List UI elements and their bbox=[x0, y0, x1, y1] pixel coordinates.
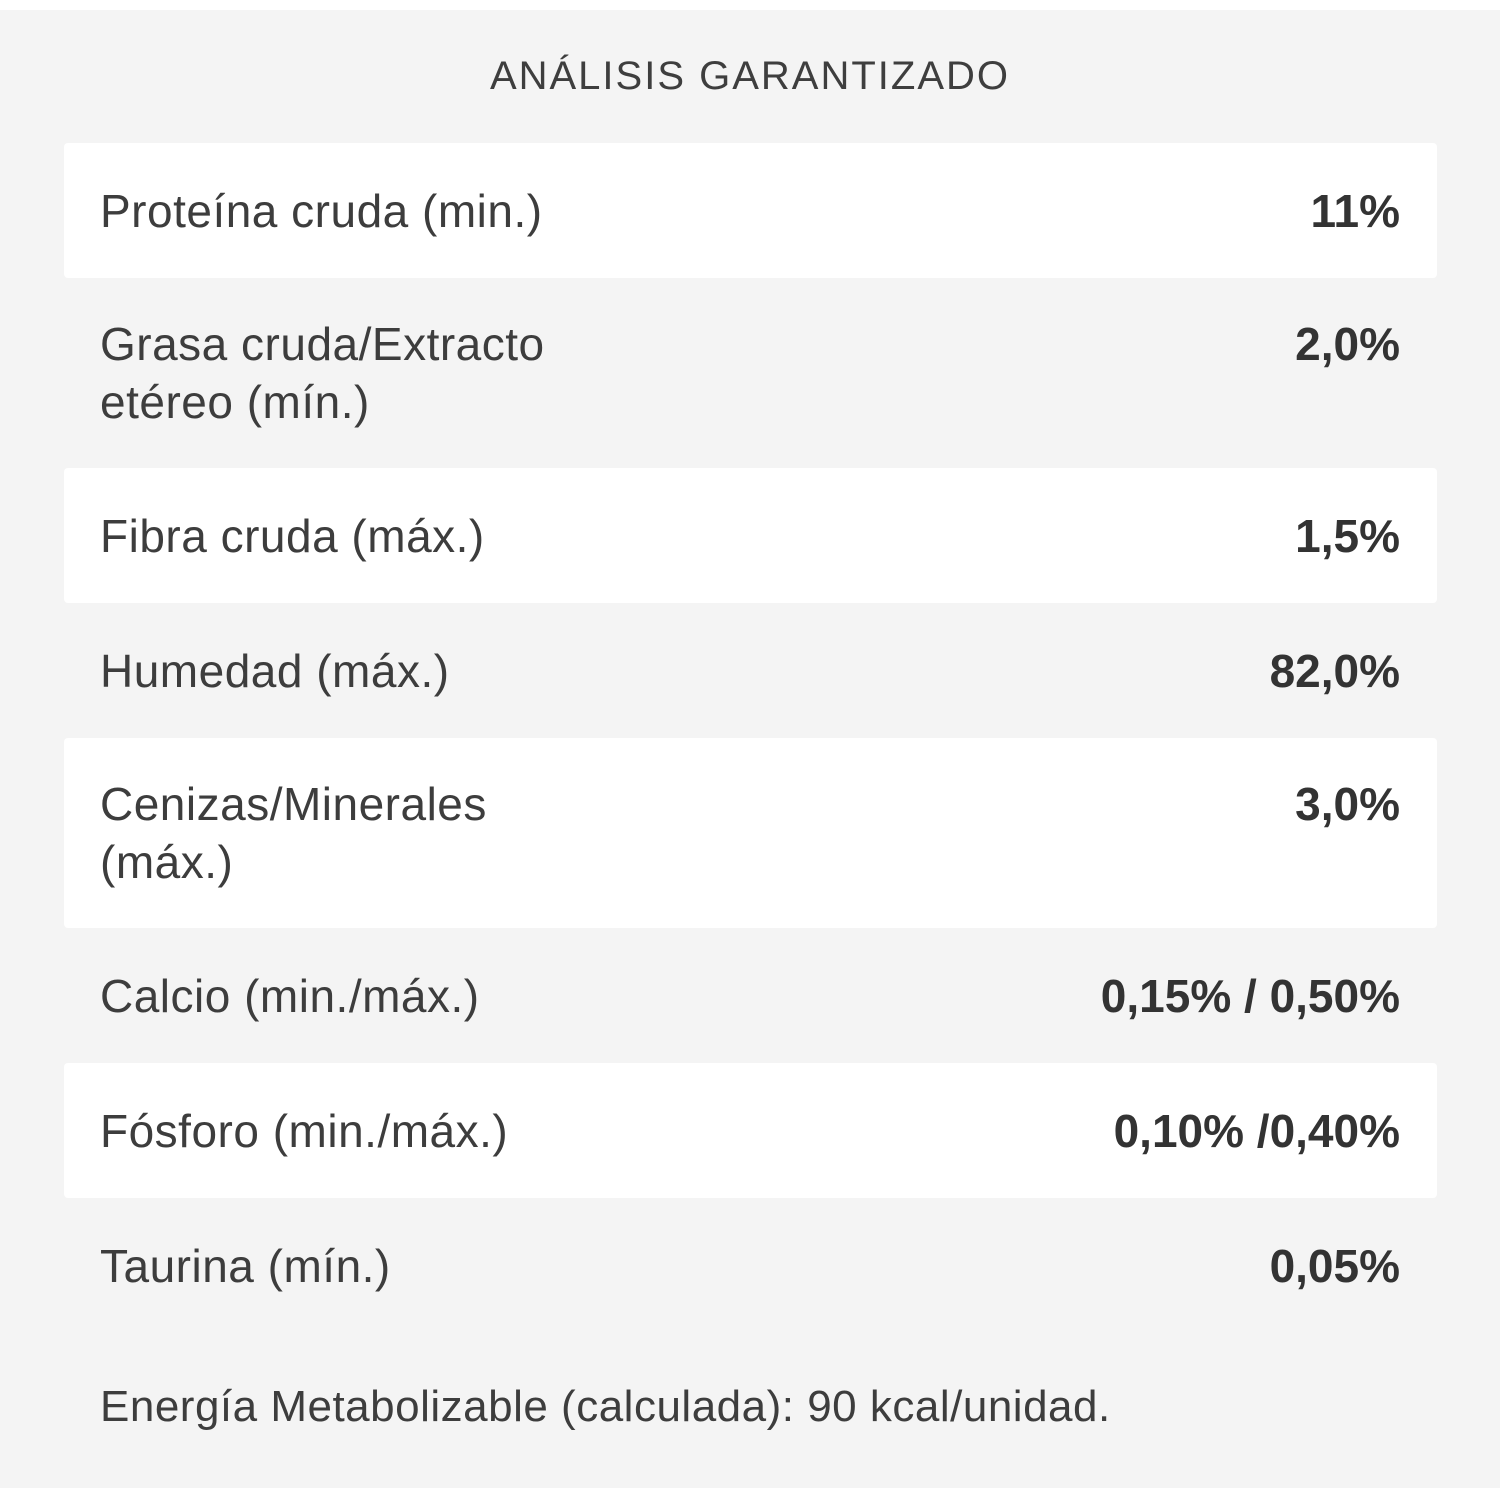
table-row-fiber: Fibra cruda (máx.) 1,5% bbox=[64, 468, 1437, 603]
table-row-protein: Proteína cruda (min.) 11% bbox=[64, 143, 1437, 278]
title-wrap: ANÁLISIS GARANTIZADO bbox=[0, 10, 1500, 143]
row-value: 82,0% bbox=[1269, 644, 1400, 697]
table-row-ash: Cenizas/Minerales (máx.) 3,0% bbox=[64, 738, 1437, 928]
metabolizable-energy-note: Energía Metabolizable (calculada): 90 kc… bbox=[100, 1381, 1111, 1431]
row-label: Fibra cruda (máx.) bbox=[100, 509, 485, 562]
row-value: 1,5% bbox=[1295, 509, 1400, 562]
row-label: Calcio (min./máx.) bbox=[100, 969, 480, 1022]
row-value: 0,15% / 0,50% bbox=[1100, 969, 1400, 1022]
row-label: Taurina (mín.) bbox=[100, 1239, 391, 1292]
row-label: Cenizas/Minerales (máx.) bbox=[100, 778, 487, 888]
table-row-fat: Grasa cruda/Extracto etéreo (mín.) 2,0% bbox=[64, 278, 1437, 468]
row-value: 2,0% bbox=[1295, 318, 1400, 370]
table-row-moisture: Humedad (máx.) 82,0% bbox=[64, 603, 1437, 738]
analysis-table: Proteína cruda (min.) 11% Grasa cruda/Ex… bbox=[0, 143, 1500, 1333]
row-label: Grasa cruda/Extracto etéreo (mín.) bbox=[100, 318, 545, 428]
row-value: 3,0% bbox=[1295, 778, 1400, 830]
table-row-calcium: Calcio (min./máx.) 0,15% / 0,50% bbox=[64, 928, 1437, 1063]
table-row-taurine: Taurina (mín.) 0,05% bbox=[64, 1198, 1437, 1333]
row-value: 11% bbox=[1310, 184, 1400, 237]
row-value: 0,10% /0,40% bbox=[1113, 1104, 1400, 1157]
row-value: 0,05% bbox=[1269, 1239, 1400, 1292]
row-label: Fósforo (min./máx.) bbox=[100, 1104, 509, 1157]
footer-wrap: Energía Metabolizable (calculada): 90 kc… bbox=[0, 1333, 1500, 1480]
row-label: Humedad (máx.) bbox=[100, 644, 450, 697]
analysis-title: ANÁLISIS GARANTIZADO bbox=[489, 54, 1011, 98]
guaranteed-analysis-panel: ANÁLISIS GARANTIZADO Proteína cruda (min… bbox=[0, 10, 1500, 1488]
row-label: Proteína cruda (min.) bbox=[100, 184, 543, 237]
table-row-phosphorus: Fósforo (min./máx.) 0,10% /0,40% bbox=[64, 1063, 1437, 1198]
